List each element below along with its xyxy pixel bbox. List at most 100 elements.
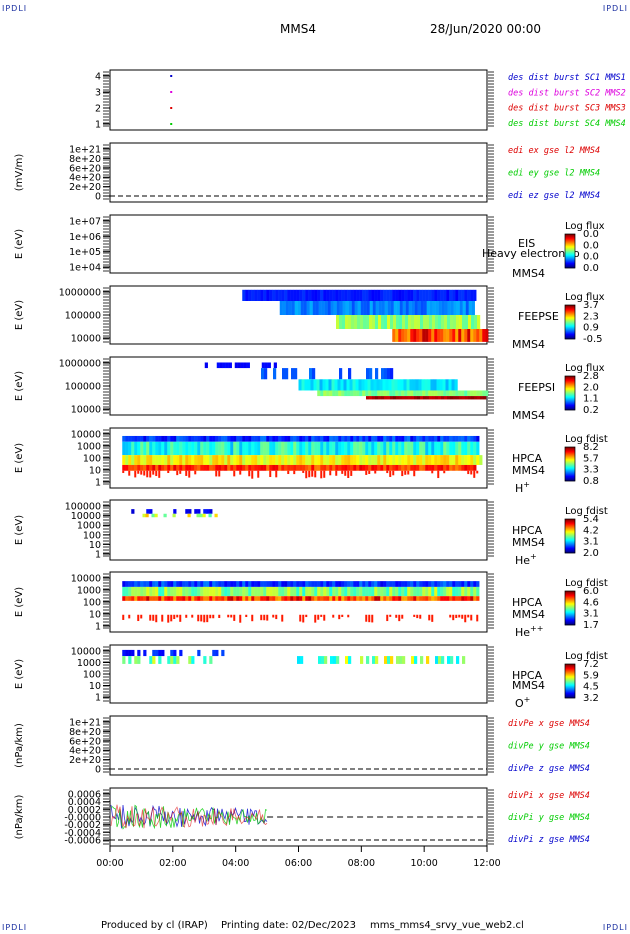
y-axis-label: (nPa/km) — [14, 795, 25, 840]
y-tick-label: 100 — [83, 530, 101, 541]
y-axis-label: (mV/m) — [14, 154, 25, 192]
y-axis-label: E (eV) — [14, 587, 25, 617]
spacecraft-label: MMS4 — [512, 267, 545, 280]
footer-filename: mms_mms4_srvy_vue_web2.cl — [370, 920, 524, 931]
species-label: He+ — [515, 552, 537, 567]
burst-point — [170, 123, 173, 125]
legend-entry: divPe y gse MMS4 — [508, 742, 590, 752]
species-charge: + — [524, 695, 531, 704]
y-tick-label: 1 — [95, 478, 101, 489]
y-tick-label: -0.0004 — [64, 828, 101, 839]
colorbar-tick-label: 2.0 — [583, 548, 599, 559]
burst-point — [170, 107, 173, 109]
corner-mark-top-right: IPDLI — [602, 4, 628, 13]
colorbar-title: Log flux — [565, 292, 605, 303]
y-tick-label: 6e+20 — [69, 163, 101, 174]
colorbar-tick-label: 0.8 — [583, 476, 599, 487]
colorbar-title: Log fdist — [565, 578, 608, 589]
divpi-series — [110, 804, 268, 830]
y-tick-label: -0.0002 — [64, 820, 101, 831]
y-tick-label: 1e+05 — [69, 247, 101, 258]
y-tick-label: 3 — [95, 88, 101, 99]
colorbar-tick-label: 3.1 — [583, 609, 599, 620]
y-tick-label: 0.0004 — [68, 797, 101, 808]
y-tick-label: 10000 — [71, 430, 101, 441]
x-tick-label: 12:00 — [473, 858, 500, 869]
corner-mark-bottom-right: IPDLI — [602, 923, 628, 932]
page-date: 28/Jun/2020 00:00 — [430, 22, 542, 36]
x-axis: 00:00 02:00 04:00 06:00 08:00 10:00 12:00 — [96, 846, 501, 869]
spacecraft-label: MMS4 — [512, 536, 545, 549]
panel-frame — [109, 142, 488, 203]
colorbar-tick-label: 0.0 — [583, 240, 599, 251]
y-tick-label: 1 — [95, 622, 101, 633]
colorbar-tick-label: 2.3 — [583, 311, 599, 322]
instrument-label: EIS — [518, 237, 535, 250]
overlay-label: Heavy electron to — [482, 247, 580, 260]
y-tick-label: 1e+07 — [69, 217, 101, 228]
legend-entry: divPi x gse MMS4 — [508, 791, 590, 801]
spacecraft-label: MMS4 — [512, 679, 545, 692]
y-tick-label: 1000 — [77, 658, 101, 669]
legend-entry: divPi z gse MMS4 — [508, 835, 590, 845]
colorbar-tick-label: 1.7 — [583, 620, 599, 631]
y-tick-label: 1e+06 — [69, 232, 101, 243]
y-tick-label: 10 — [89, 540, 101, 551]
y-tick-label: 1000 — [77, 442, 101, 453]
panel-frame — [109, 644, 488, 704]
legend-entry: edi ex gse l2 MMS4 — [508, 146, 600, 156]
y-tick-label: 100 — [83, 670, 101, 681]
colorbar-tick-label: 3.7 — [583, 300, 599, 311]
y-tick-label: 1 — [95, 550, 101, 561]
x-tick-label: 06:00 — [285, 858, 312, 869]
y-axis-label: (nPa/km) — [14, 723, 25, 768]
y-tick-label: 4e+20 — [69, 746, 101, 757]
y-tick-label: 10000 — [71, 405, 101, 416]
species-label: He++ — [515, 624, 543, 639]
y-tick-label: -0.0006 — [64, 836, 101, 847]
corner-mark-top-left: IPDLI — [2, 4, 28, 13]
y-tick-label: 2e+20 — [69, 755, 101, 766]
colorbar-tick-label: 1.1 — [583, 394, 599, 405]
colorbar-tick-label: 0.2 — [583, 405, 599, 416]
y-tick-label: 4 — [95, 72, 101, 83]
panel-frame — [109, 69, 488, 131]
y-tick-label: 100 — [83, 598, 101, 609]
y-tick-label: 10 — [89, 610, 101, 621]
burst-point — [170, 91, 173, 93]
legend-entry: divPe z gse MMS4 — [508, 764, 590, 774]
spacecraft-label: MMS4 — [512, 608, 545, 621]
y-axis-label: E (eV) — [14, 515, 25, 545]
panel-feepsi: 1000000 100000 10000 E (eV) FEEPSI MMS4 Log fl… — [14, 356, 605, 422]
y-tick-label: 100000 — [65, 382, 101, 393]
footer-printing-date: Printing date: 02/Dec/2023 — [221, 920, 357, 931]
colorbar-tick-label: 0.0 — [583, 263, 599, 274]
y-tick-label: 1e+21 — [69, 145, 101, 156]
instrument-label: FEEPSE — [518, 310, 559, 323]
colorbar-tick-label: 4.2 — [583, 525, 599, 536]
y-tick-label: 8e+20 — [69, 727, 101, 738]
legend-entry: divPe x gse MMS4 — [508, 719, 590, 729]
colorbar-tick-label: 0.0 — [583, 252, 599, 263]
y-tick-label: 8e+20 — [69, 154, 101, 165]
legend-entry: edi ez gse l2 MMS4 — [508, 191, 600, 201]
y-tick-label: 0 — [95, 192, 101, 203]
x-tick-label: 00:00 — [96, 858, 123, 869]
instrument-label: FEEPSI — [518, 381, 555, 394]
panel-divpi: 0.00060.00040.0002-0.0000-0.0002-0.0004-… — [14, 787, 590, 847]
panel-feepse: 1000000 100000 10000 E (eV) FEEPSE MMS4 Log fl… — [14, 285, 605, 351]
page-title: MMS4 — [280, 22, 316, 36]
species-charge: + — [530, 552, 537, 561]
colorbar-title: Log flux — [565, 221, 605, 232]
colorbar-tick-label: 3.1 — [583, 537, 599, 548]
species-label: O+ — [515, 695, 530, 710]
